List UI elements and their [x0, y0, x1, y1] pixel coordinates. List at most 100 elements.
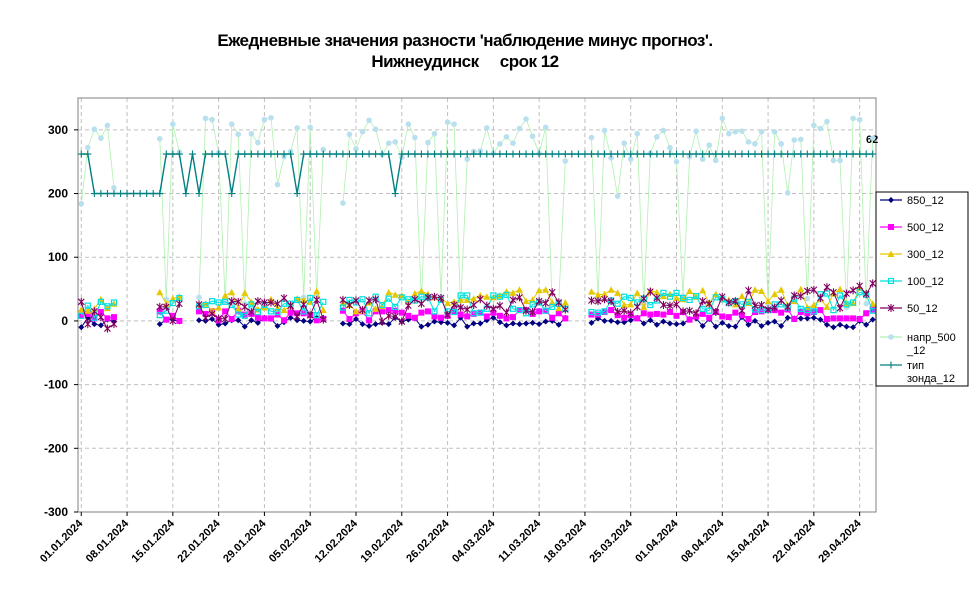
series-напр_500_12 — [78, 114, 876, 311]
data-point — [725, 314, 732, 321]
data-point — [653, 293, 661, 302]
data-point — [621, 314, 628, 321]
data-point — [673, 294, 680, 301]
data-point — [104, 315, 111, 322]
data-point — [110, 314, 117, 321]
data-point — [319, 306, 327, 314]
data-point — [208, 298, 216, 305]
data-point — [640, 310, 647, 317]
data-point — [496, 319, 503, 326]
data-point — [91, 321, 98, 328]
data-point — [280, 306, 288, 314]
data-point — [444, 311, 451, 320]
data-point — [366, 323, 373, 330]
data-point — [411, 295, 419, 304]
data-point — [790, 150, 798, 158]
data-point — [673, 300, 680, 309]
data-point — [268, 114, 274, 121]
data-point — [110, 299, 118, 306]
data-point — [287, 301, 294, 310]
data-point — [712, 323, 719, 330]
data-point — [686, 150, 694, 158]
data-point — [823, 321, 830, 328]
data-point — [366, 317, 373, 324]
data-point — [162, 150, 170, 158]
data-point — [810, 150, 818, 158]
data-point — [228, 316, 235, 323]
data-point — [379, 308, 386, 315]
data-point — [215, 299, 222, 306]
data-point — [489, 304, 497, 313]
data-point — [156, 288, 164, 296]
data-point — [797, 305, 804, 312]
data-point — [418, 309, 425, 316]
data-point — [385, 311, 393, 320]
data-point — [719, 319, 726, 326]
data-point — [529, 133, 536, 140]
data-point — [849, 150, 857, 158]
data-point — [660, 311, 667, 318]
data-point — [313, 150, 321, 158]
data-point — [339, 304, 347, 311]
data-point — [326, 150, 334, 158]
data-point — [758, 301, 765, 309]
data-point — [267, 150, 275, 158]
data-point — [516, 293, 523, 302]
data-point — [280, 150, 288, 158]
data-point — [804, 310, 811, 317]
data-point — [542, 286, 550, 293]
data-point — [372, 305, 380, 312]
data-point — [372, 295, 380, 304]
data-point — [836, 285, 844, 293]
data-point — [666, 309, 673, 316]
data-point — [614, 319, 621, 326]
data-point — [731, 150, 739, 158]
data-point — [666, 320, 673, 327]
data-point — [817, 316, 824, 323]
data-point — [660, 318, 667, 325]
data-point — [856, 316, 863, 323]
data-point — [293, 295, 301, 302]
y-tick-label: -300 — [44, 505, 68, 519]
data-point — [732, 323, 739, 330]
data-point — [745, 298, 752, 305]
data-point — [634, 315, 641, 322]
data-point — [830, 315, 837, 322]
series-line — [81, 153, 873, 195]
data-point — [778, 323, 785, 330]
data-point — [78, 312, 85, 319]
data-point — [692, 309, 700, 318]
data-point — [228, 288, 236, 296]
data-point — [136, 190, 144, 198]
data-point — [699, 286, 707, 294]
x-tick-label: 01.04.2024 — [633, 517, 681, 565]
data-point — [542, 150, 550, 158]
x-tick-label: 25.03.2024 — [587, 517, 635, 565]
series-50_12 — [77, 279, 877, 333]
data-point — [254, 308, 261, 316]
data-point — [503, 322, 510, 329]
data-point — [502, 288, 510, 295]
data-point — [653, 321, 660, 328]
legend-item: 500_12 — [880, 222, 944, 234]
data-point — [444, 119, 451, 126]
x-tick-label: 08.04.2024 — [679, 517, 727, 565]
data-point — [287, 314, 294, 321]
data-point — [97, 322, 104, 329]
data-point — [744, 150, 752, 158]
data-point — [653, 150, 661, 158]
data-point — [673, 321, 680, 328]
y-tick-label: -200 — [44, 441, 68, 455]
data-point — [797, 136, 804, 143]
data-point — [784, 314, 791, 321]
data-point — [856, 281, 864, 290]
data-point — [431, 130, 438, 137]
data-point — [274, 299, 281, 308]
data-point — [633, 302, 641, 311]
data-point — [222, 308, 229, 315]
data-point — [732, 128, 739, 135]
data-point — [97, 298, 104, 305]
data-point — [261, 315, 268, 322]
data-point — [196, 308, 203, 315]
